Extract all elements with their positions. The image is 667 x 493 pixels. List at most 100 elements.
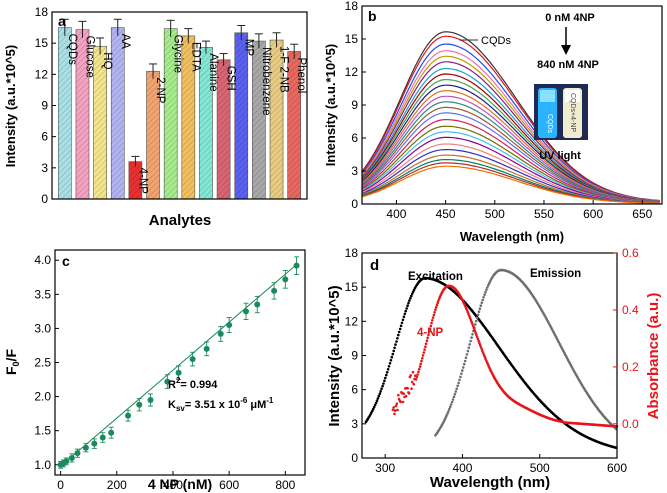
panel-d-x-tick-label: 500 <box>530 461 550 475</box>
bar-hatch-2 <box>93 46 107 200</box>
absorbance-point <box>469 318 473 322</box>
panel-a-label: a <box>58 13 66 29</box>
bar-label-3: AA <box>119 34 131 50</box>
excitation-point <box>380 387 383 391</box>
emission-point <box>458 378 461 382</box>
absorbance-point <box>425 339 429 343</box>
excitation-point <box>406 304 409 308</box>
panel-c-x-tick-label: 400 <box>163 478 183 492</box>
panel-b-x-tick-label: 550 <box>534 207 554 221</box>
panel-a-y-tick-label: 3 <box>41 161 48 175</box>
panel-d-yl-tick-label: 0 <box>351 451 358 465</box>
absorbance-point <box>397 393 400 397</box>
emission-point <box>461 366 465 369</box>
bar-label-6: Glycine <box>172 35 184 73</box>
bar-label-9: GSH <box>225 66 237 91</box>
absorbance-point <box>433 311 436 314</box>
data-point-15 <box>203 345 210 352</box>
data-point-5 <box>82 444 89 451</box>
panel-b-label: b <box>368 8 377 24</box>
emission-point <box>474 319 478 323</box>
excitation-point <box>379 390 383 393</box>
excitation-point <box>381 384 384 388</box>
excitation-point <box>383 379 386 383</box>
panel-c-x-tick-label: 600 <box>219 478 239 492</box>
emission-point <box>443 418 447 422</box>
data-point-19 <box>254 301 261 308</box>
excitation-point <box>407 301 410 305</box>
panel-d-yr-tick-label: 0.4 <box>622 303 639 317</box>
absorbance-point <box>475 333 478 337</box>
excitation-point <box>410 292 414 296</box>
excitation-point <box>388 362 392 365</box>
excitation-point <box>397 333 400 337</box>
absorbance-point <box>472 325 475 328</box>
excitation-point <box>408 299 411 302</box>
absorbance-point <box>474 331 477 335</box>
data-point-16 <box>217 330 224 337</box>
absorbance-point <box>471 323 474 326</box>
absorbance-point <box>479 346 483 349</box>
panel-c-y-tick-label: 2.5 <box>34 356 51 370</box>
panel-b-y-tick-label: 12 <box>345 65 359 79</box>
absorbance-point <box>468 316 472 320</box>
label-excitation: Excitation <box>408 271 463 283</box>
bar-hatch-1 <box>75 29 89 199</box>
panel-c-y-tick-label: 2.0 <box>34 390 51 404</box>
excitation-point <box>372 405 376 409</box>
emission-point <box>484 290 487 294</box>
panel-d-yl-tick-label: 15 <box>345 280 359 294</box>
panel-b-legend-text: CQDs <box>481 35 511 47</box>
absorbance-point <box>410 387 413 391</box>
absorbance-point <box>427 333 430 337</box>
excitation-point <box>393 346 396 350</box>
absorbance-point <box>468 314 471 318</box>
excitation-point <box>410 294 413 298</box>
data-point-22 <box>293 262 300 269</box>
excitation-point <box>402 315 406 319</box>
bar-hatch-13 <box>287 51 301 199</box>
bar-label-2: HQ <box>101 52 113 69</box>
emission-point <box>479 304 483 308</box>
emission-point <box>454 390 458 393</box>
emission-point <box>465 353 469 356</box>
absorbance-point <box>470 321 474 324</box>
absorbance-point <box>421 357 424 360</box>
uv-vial-photo: CQDs CQDs+4-NP <box>534 84 588 140</box>
panel-a-bar-chart: CQDs Glucose HQ AA 4-NP 2-NP Glycine EDTA Alanin… <box>3 5 308 229</box>
emission-point <box>463 359 467 363</box>
panel-a-xlabel: Analytes <box>149 212 212 229</box>
excitation-point <box>384 376 387 380</box>
panel-c-x-tick-label: 0 <box>57 478 64 492</box>
data-point-20 <box>271 287 278 294</box>
panel-d-label: d <box>370 257 379 274</box>
absorbance-point <box>430 321 433 325</box>
absorbance-point <box>415 375 419 379</box>
absorbance-point <box>412 382 416 386</box>
absorbance-point <box>475 335 479 339</box>
absorbance-point <box>472 327 476 330</box>
absorbance-point <box>407 392 411 395</box>
emission-point <box>448 405 452 409</box>
absorbance-point <box>391 408 395 412</box>
panel-a-ylabel: Intensity (a.u.*10^5) <box>3 45 18 167</box>
emission-point <box>486 286 489 289</box>
bar-hatch-0 <box>58 27 72 200</box>
emission-point <box>483 293 486 297</box>
absorbance-point <box>416 373 419 376</box>
panel-a-y-tick-label: 15 <box>35 36 49 50</box>
panel-c-x-tick-label: 200 <box>107 478 127 492</box>
absorbance-point <box>411 370 415 374</box>
absorbance-point <box>436 301 440 305</box>
absorbance-point <box>429 324 433 328</box>
emission-point <box>471 333 474 336</box>
emission-point <box>474 323 477 326</box>
bar-hatch-8 <box>199 47 213 200</box>
excitation-point <box>391 352 395 356</box>
absorbance-point <box>428 327 432 331</box>
excitation-point <box>394 343 397 346</box>
excitation-point <box>376 397 380 400</box>
emission-point <box>470 336 473 339</box>
absorbance-point <box>473 329 477 332</box>
